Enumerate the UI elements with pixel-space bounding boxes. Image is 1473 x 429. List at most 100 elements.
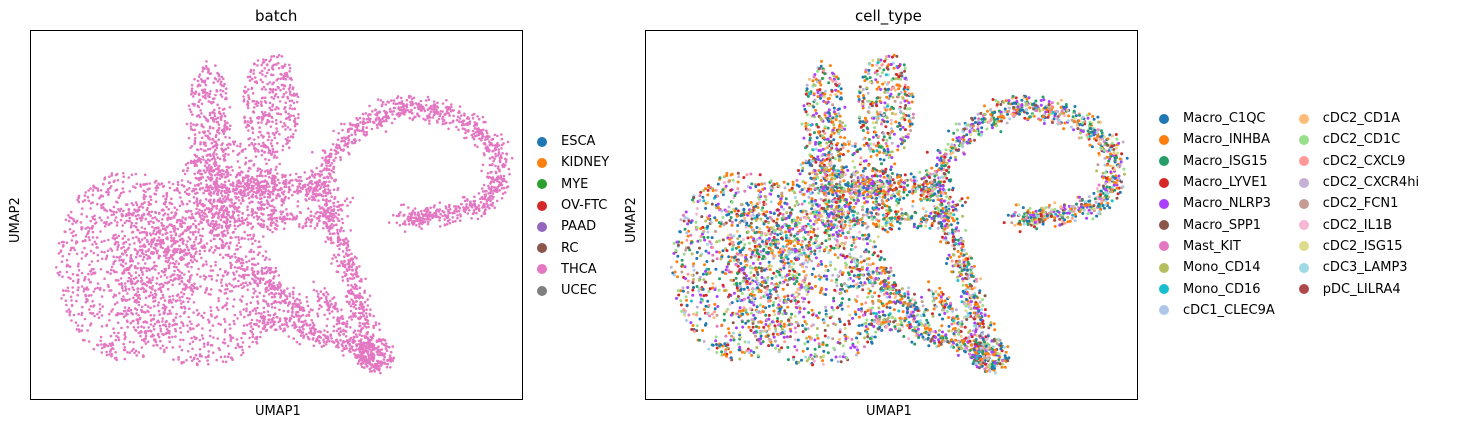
data-point: [205, 154, 209, 157]
data-point: [433, 108, 436, 111]
data-point: [470, 206, 474, 209]
data-point: [337, 235, 340, 238]
data-point: [103, 208, 106, 212]
data-point: [451, 216, 455, 219]
data-point: [298, 179, 301, 182]
data-point: [306, 335, 310, 339]
data-point: [115, 313, 118, 317]
data-point: [192, 216, 195, 220]
data-point: [191, 102, 194, 106]
data-point: [123, 357, 127, 361]
data-point: [193, 335, 196, 339]
data-point: [175, 208, 179, 212]
data-point: [132, 347, 135, 351]
data-point: [225, 191, 229, 195]
data-point: [447, 209, 450, 212]
data-point: [120, 258, 123, 262]
data-point: [350, 127, 354, 130]
data-point: [383, 115, 387, 119]
data-point: [189, 231, 192, 234]
data-point: [217, 246, 221, 250]
data-point: [171, 182, 175, 186]
data-point: [196, 160, 199, 163]
data-point: [167, 264, 171, 267]
data-point: [275, 300, 278, 304]
data-point: [110, 221, 113, 225]
data-point: [196, 171, 200, 174]
data-point: [213, 108, 216, 112]
data-point: [77, 196, 81, 200]
data-point: [179, 258, 183, 262]
data-point: [86, 329, 89, 332]
data-point: [154, 232, 158, 236]
data-point: [204, 198, 208, 201]
data-point: [336, 231, 339, 234]
data-point: [346, 145, 350, 149]
data-point: [436, 121, 439, 124]
data-point: [197, 230, 200, 234]
data-point: [180, 306, 184, 310]
data-point: [444, 106, 448, 109]
data-point: [264, 88, 267, 91]
data-point: [61, 289, 65, 292]
data-point: [492, 159, 496, 163]
data-point: [289, 188, 292, 192]
data-point: [489, 182, 492, 185]
data-point: [482, 212, 486, 215]
data-point: [250, 213, 254, 217]
data-point: [424, 99, 428, 102]
data-point: [329, 238, 333, 242]
data-point: [207, 69, 210, 72]
data-point: [400, 109, 404, 112]
data-point: [119, 207, 123, 211]
data-point: [260, 96, 264, 100]
data-point: [231, 210, 235, 213]
data-point: [182, 360, 185, 364]
data-point: [403, 230, 407, 233]
data-point: [253, 146, 256, 150]
data-point: [157, 332, 160, 336]
data-point: [330, 195, 334, 198]
data-point: [62, 243, 65, 247]
data-point: [147, 212, 151, 216]
data-point: [134, 271, 138, 274]
data-point: [232, 285, 236, 289]
data-point: [116, 248, 119, 251]
data-point: [115, 301, 119, 304]
data-point: [144, 250, 148, 253]
data-point: [96, 187, 99, 190]
data-point: [174, 240, 178, 243]
data-point: [121, 224, 124, 227]
data-point: [443, 122, 447, 125]
data-point: [131, 282, 134, 285]
data-point: [124, 314, 127, 317]
data-point: [155, 226, 158, 230]
data-point: [160, 282, 163, 286]
data-point: [206, 91, 209, 95]
data-point: [222, 112, 225, 115]
data-point: [255, 323, 258, 327]
data-point: [172, 265, 176, 269]
data-point: [110, 310, 113, 313]
data-point: [425, 210, 429, 213]
data-point: [149, 198, 153, 202]
data-point: [237, 214, 240, 217]
data-point: [229, 256, 232, 260]
data-point: [488, 149, 491, 152]
data-point: [229, 337, 233, 341]
data-point: [104, 222, 108, 226]
data-point: [351, 196, 355, 200]
data-point: [216, 337, 219, 340]
data-point: [159, 347, 162, 350]
data-point: [246, 234, 249, 237]
data-point: [275, 122, 278, 125]
data-point: [137, 300, 141, 304]
data-point: [220, 224, 224, 228]
data-point: [153, 289, 157, 292]
data-point: [436, 111, 440, 114]
data-point: [502, 174, 506, 178]
data-point: [485, 189, 488, 193]
data-point: [167, 181, 171, 184]
data-point: [245, 302, 249, 306]
data-point: [417, 214, 421, 218]
